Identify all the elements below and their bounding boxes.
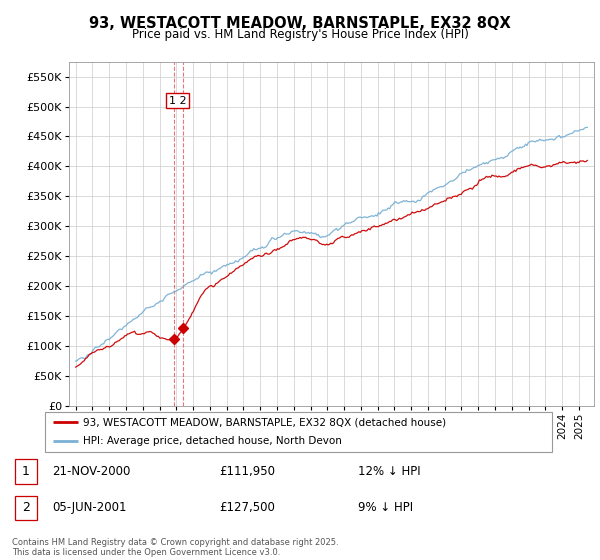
Text: 05-JUN-2001: 05-JUN-2001 bbox=[52, 501, 127, 514]
Text: Contains HM Land Registry data © Crown copyright and database right 2025.
This d: Contains HM Land Registry data © Crown c… bbox=[12, 538, 338, 557]
Text: £127,500: £127,500 bbox=[220, 501, 275, 514]
Text: 2: 2 bbox=[22, 501, 30, 514]
Text: 21-NOV-2000: 21-NOV-2000 bbox=[52, 465, 131, 478]
Text: 1 2: 1 2 bbox=[169, 96, 186, 105]
FancyBboxPatch shape bbox=[15, 459, 37, 484]
Text: Price paid vs. HM Land Registry's House Price Index (HPI): Price paid vs. HM Land Registry's House … bbox=[131, 28, 469, 41]
Text: 93, WESTACOTT MEADOW, BARNSTAPLE, EX32 8QX: 93, WESTACOTT MEADOW, BARNSTAPLE, EX32 8… bbox=[89, 16, 511, 31]
Text: 93, WESTACOTT MEADOW, BARNSTAPLE, EX32 8QX (detached house): 93, WESTACOTT MEADOW, BARNSTAPLE, EX32 8… bbox=[83, 418, 446, 427]
FancyBboxPatch shape bbox=[45, 412, 552, 452]
FancyBboxPatch shape bbox=[15, 496, 37, 520]
Text: £111,950: £111,950 bbox=[220, 465, 275, 478]
Text: HPI: Average price, detached house, North Devon: HPI: Average price, detached house, Nort… bbox=[83, 436, 342, 446]
Text: 12% ↓ HPI: 12% ↓ HPI bbox=[358, 465, 420, 478]
Text: 9% ↓ HPI: 9% ↓ HPI bbox=[358, 501, 413, 514]
Text: 1: 1 bbox=[22, 465, 30, 478]
